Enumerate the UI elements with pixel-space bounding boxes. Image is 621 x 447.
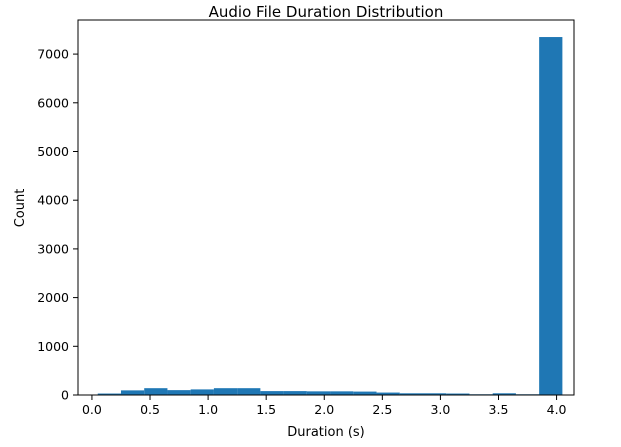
histogram-bar-2	[144, 388, 168, 395]
histogram-bar-4	[190, 389, 214, 395]
x-axis-label: Duration (s)	[287, 425, 365, 440]
y-tick-label-4: 4000	[37, 193, 69, 208]
y-tick-label-5: 5000	[37, 144, 69, 159]
y-tick-label-0: 0	[61, 388, 69, 403]
histogram-bar-17	[492, 393, 516, 395]
x-tick-label-0: 0.0	[82, 402, 102, 417]
histogram-bar-14	[422, 393, 447, 395]
y-tick-label-2: 2000	[37, 290, 69, 305]
chart-title: Audio File Duration Distribution	[209, 3, 444, 21]
x-tick-label-1: 0.5	[140, 402, 160, 417]
x-tick-label-4: 2.0	[314, 402, 334, 417]
y-tick-label-7: 7000	[37, 47, 69, 62]
x-tick-label-7: 3.5	[489, 402, 509, 417]
histogram-bar-19	[539, 37, 563, 395]
y-axis-label: Count	[13, 189, 28, 228]
histogram-bar-9	[306, 391, 331, 395]
x-tick-label-5: 2.5	[372, 402, 392, 417]
histogram-bar-13	[399, 393, 423, 395]
histogram-bar-5	[213, 388, 238, 395]
histogram-bar-12	[376, 392, 400, 395]
histogram-bar-8	[283, 391, 307, 395]
histogram-bar-11	[353, 391, 377, 395]
histogram-bar-1	[120, 390, 145, 395]
x-tick-label-6: 3.0	[430, 402, 450, 417]
x-tick-label-8: 4.0	[547, 402, 567, 417]
histogram-bar-3	[167, 390, 191, 395]
y-axis-ticks: 0 1000 2000 3000 4000 5000 6000 7000	[37, 47, 78, 403]
histogram-bar-15	[446, 393, 470, 395]
y-tick-label-1: 1000	[37, 339, 69, 354]
histogram-bar-7	[260, 391, 284, 395]
histogram-bar-6	[237, 388, 261, 395]
x-tick-label-3: 1.5	[256, 402, 276, 417]
histogram-bar-0	[97, 393, 121, 395]
histogram-bar-10	[330, 391, 354, 395]
plot-frame	[77, 19, 575, 396]
bars-layer	[97, 37, 563, 395]
y-tick-label-3: 3000	[37, 241, 69, 256]
x-axis-ticks: 0.0 0.5 1.0 1.5 2.0 2.5 3.0 3.5 4.0	[82, 395, 567, 417]
x-tick-label-2: 1.0	[198, 402, 218, 417]
y-tick-label-6: 6000	[37, 95, 69, 110]
